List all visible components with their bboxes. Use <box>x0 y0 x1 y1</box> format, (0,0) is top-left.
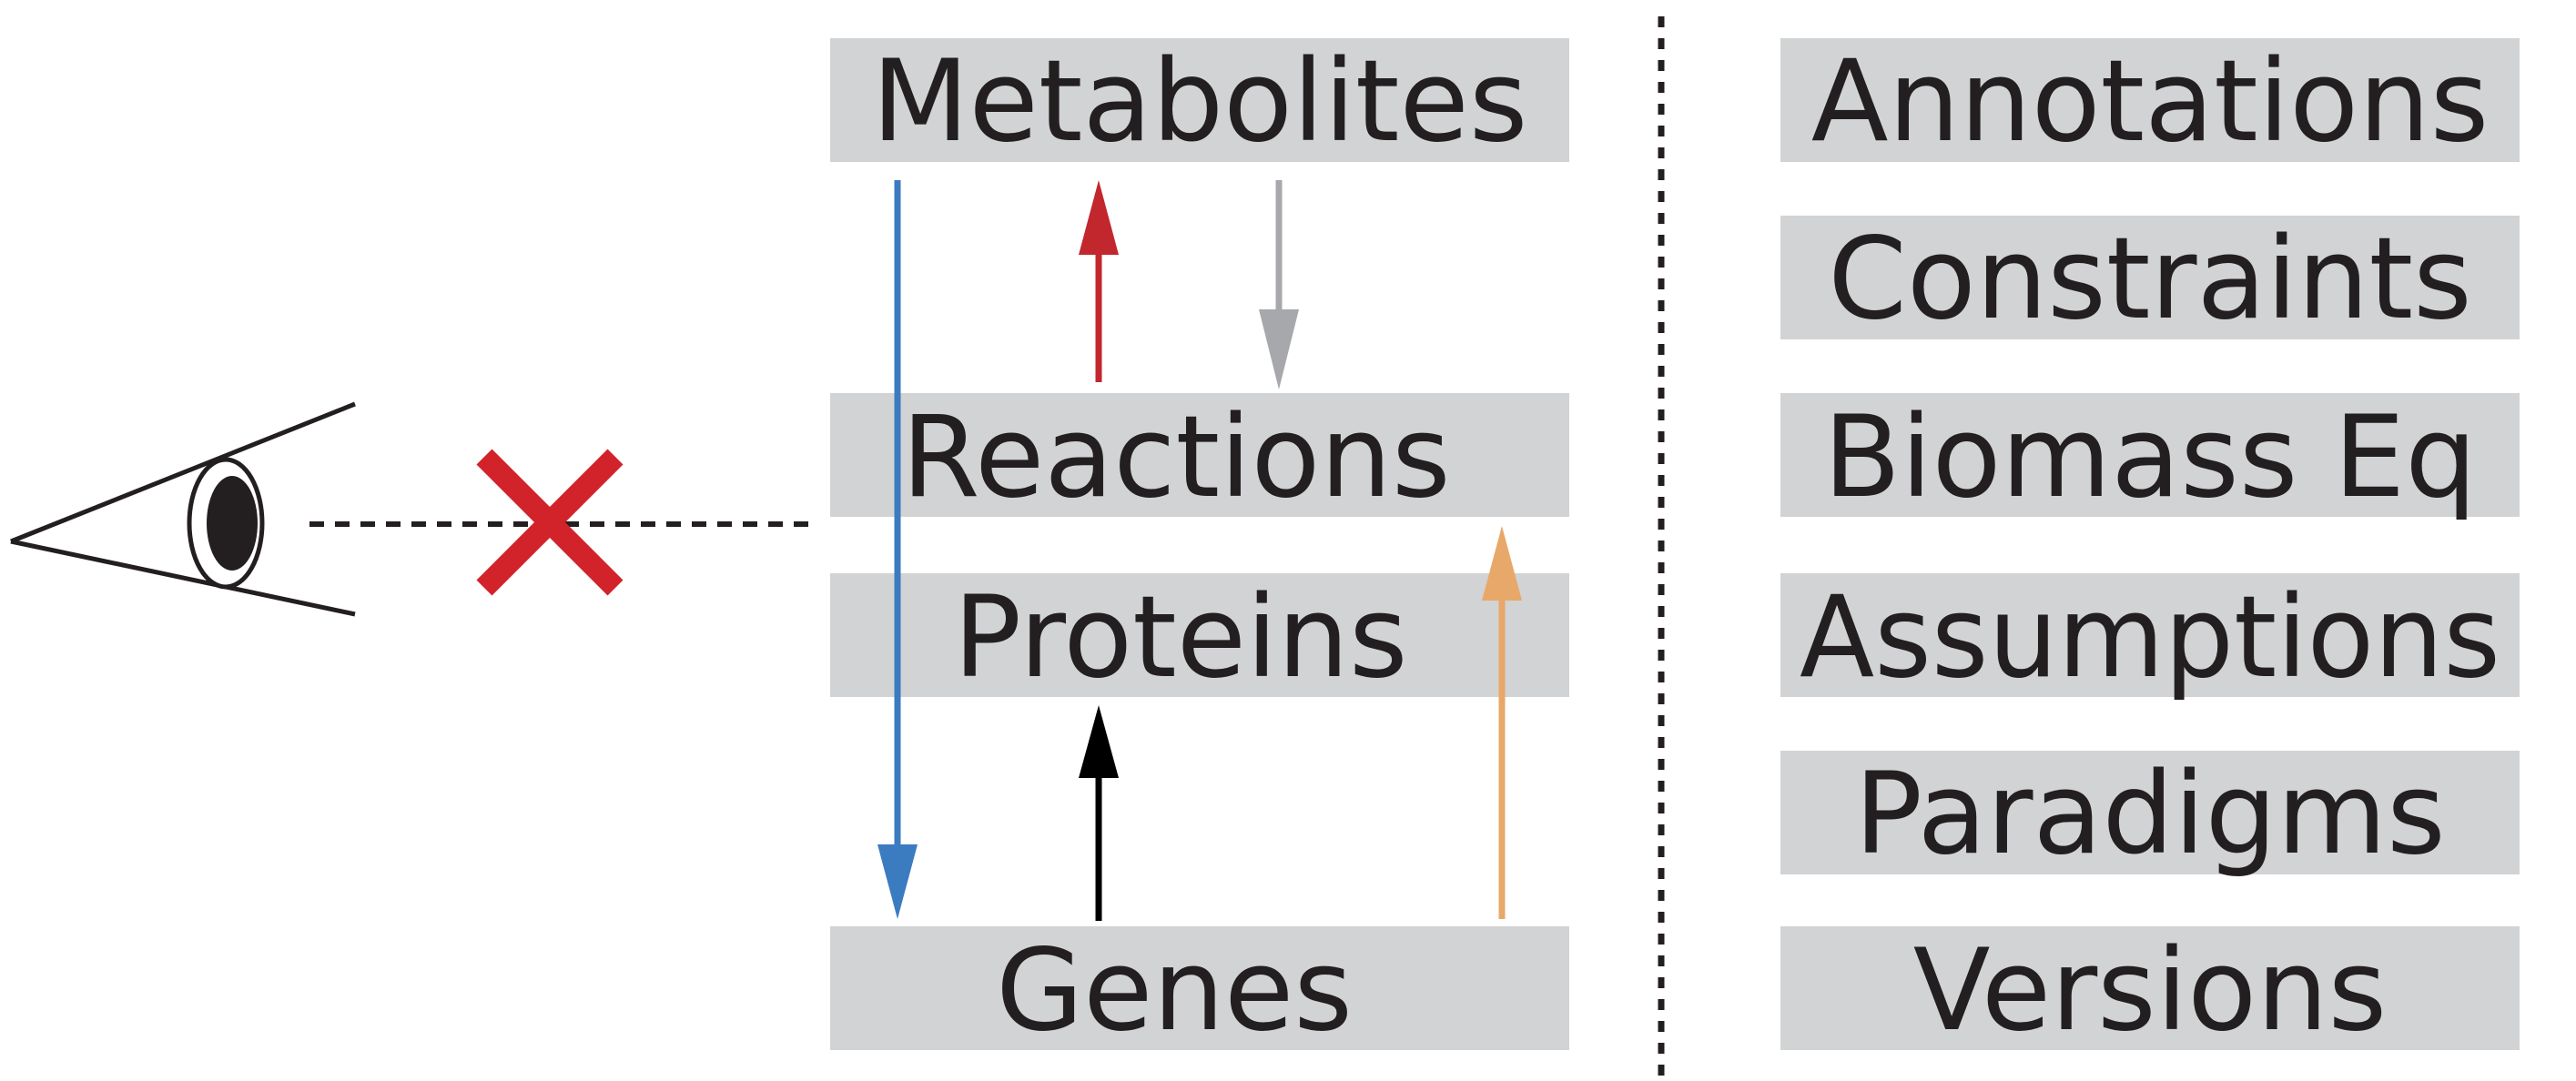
context-assumptions-label: Assumptions <box>1800 572 2500 703</box>
context-paradigms-label: Paradigms <box>1854 749 2445 880</box>
arrow-reactions-to-metabolites <box>1079 180 1119 382</box>
context-biomass-eq-label: Biomass Eq <box>1823 392 2477 523</box>
arrow-metabolites-to-genes <box>877 180 918 919</box>
context-annotations-label: Annotations <box>1811 36 2490 167</box>
layer-reactions-label: Reactions <box>901 392 1450 523</box>
context-assumptions: Assumptions <box>1780 572 2520 703</box>
layer-proteins-label: Proteins <box>953 572 1407 703</box>
arrow-genes-to-reactions <box>1482 526 1522 919</box>
context-biomass-eq: Biomass Eq <box>1780 392 2520 523</box>
arrow-genes-to-proteins <box>1079 705 1119 921</box>
cross-icon <box>476 449 624 596</box>
layer-metabolites: Metabolites <box>830 36 1569 167</box>
context-constraints: Constraints <box>1780 214 2520 345</box>
context-versions-label: Versions <box>1913 925 2388 1056</box>
layer-reactions: Reactions <box>830 392 1569 523</box>
layer-proteins: Proteins <box>830 572 1569 703</box>
layer-genes-label: Genes <box>996 925 1353 1056</box>
layer-genes: Genes <box>830 925 1569 1056</box>
arrow-metabolites-to-reactions <box>1259 180 1299 389</box>
context-versions: Versions <box>1780 925 2520 1056</box>
context-paradigms: Paradigms <box>1780 749 2520 880</box>
context-annotations: Annotations <box>1780 36 2520 167</box>
layer-metabolites-label: Metabolites <box>872 36 1528 167</box>
context-constraints-label: Constraints <box>1828 214 2472 345</box>
eye-icon <box>10 401 356 617</box>
